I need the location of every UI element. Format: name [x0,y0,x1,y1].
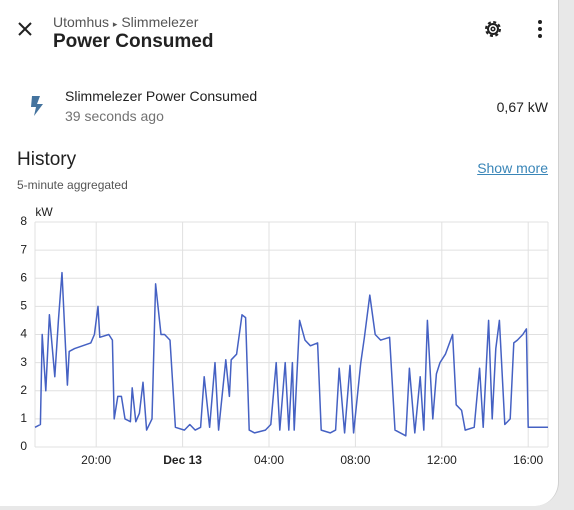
breadcrumb-item[interactable]: Slimmelezer [121,14,199,30]
y-tick-label: 3 [20,355,27,369]
y-tick-label: 0 [20,439,27,453]
dialog-title: Power Consumed [53,31,214,52]
history-title: History [17,149,77,170]
x-tick-label: Dec 13 [163,453,202,467]
settings-button[interactable] [481,17,505,41]
series-line [34,271,548,437]
y-axis-label: kW [35,205,53,219]
y-tick-label: 5 [20,299,27,313]
y-tick-label: 8 [20,214,27,228]
breadcrumb-item[interactable]: Utomhus [53,14,110,30]
entity-last-changed: 39 seconds ago [65,108,164,124]
x-tick-label: 20:00 [81,453,111,467]
menu-button[interactable] [532,18,548,40]
y-tick-label: 7 [20,242,27,256]
x-tick-label: 12:00 [427,453,457,467]
dialog: Utomhus ▸ Slimmelezer Power Consumed Sli… [0,0,559,506]
y-tick-label: 4 [20,327,27,341]
y-tick-label: 2 [20,383,27,397]
x-tick-label: 04:00 [254,453,284,467]
entity-name: Slimmelezer Power Consumed [65,88,258,104]
entity-state: 0,67 kW [496,99,548,115]
breadcrumb: Utomhus ▸ Slimmelezer [53,14,199,30]
close-button[interactable] [14,18,36,40]
history-subtitle: 5-minute aggregated [17,178,128,192]
history-chart: kW 0 1 2 3 4 5 6 7 8 20:00 Dec 13 04:00 08:00 12:00 16… [20,205,549,467]
x-tick-label: 16:00 [513,453,543,467]
show-more-link[interactable]: Show more [477,160,548,176]
x-tick-label: 08:00 [340,453,370,467]
y-tick-label: 6 [20,270,27,284]
y-tick-label: 1 [20,411,27,425]
entity-icon [31,96,43,116]
